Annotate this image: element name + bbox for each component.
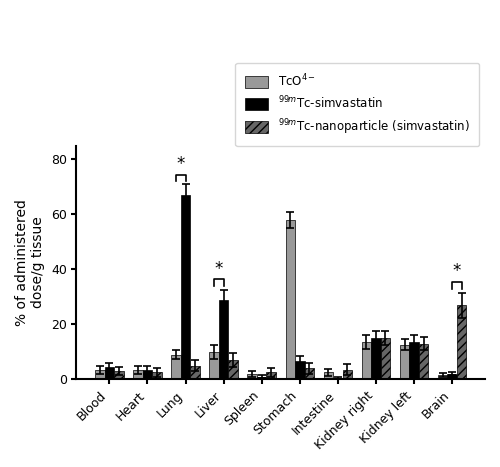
Bar <box>371 338 380 379</box>
Bar <box>266 373 276 379</box>
Bar <box>257 376 266 379</box>
Bar <box>286 220 295 379</box>
Bar <box>152 373 162 379</box>
Bar <box>142 370 152 379</box>
Text: *: * <box>452 262 461 280</box>
Bar <box>104 367 114 379</box>
Bar <box>219 300 228 379</box>
Bar <box>362 342 371 379</box>
Bar <box>400 345 409 379</box>
Bar <box>457 305 466 379</box>
Bar <box>133 370 142 379</box>
Bar <box>181 195 190 379</box>
Bar <box>324 373 333 379</box>
Bar <box>228 360 238 379</box>
Bar <box>171 354 181 379</box>
Bar <box>438 375 448 379</box>
Bar <box>295 361 304 379</box>
Bar <box>95 370 104 379</box>
Bar <box>342 370 352 379</box>
Y-axis label: % of administered
dose/g tissue: % of administered dose/g tissue <box>15 199 45 326</box>
Bar <box>210 352 219 379</box>
Text: *: * <box>214 260 223 278</box>
Bar <box>419 344 428 379</box>
Bar <box>304 368 314 379</box>
Legend: TcO$^{4-}$, $^{99m}$Tc-simvastatin, $^{99m}$Tc-nanoparticle (simvastatin): TcO$^{4-}$, $^{99m}$Tc-simvastatin, $^{9… <box>236 63 479 146</box>
Bar <box>448 374 457 379</box>
Bar <box>333 378 342 379</box>
Bar <box>248 374 257 379</box>
Bar <box>410 342 419 379</box>
Text: *: * <box>176 155 185 173</box>
Bar <box>380 338 390 379</box>
Bar <box>190 366 200 379</box>
Bar <box>114 371 124 379</box>
